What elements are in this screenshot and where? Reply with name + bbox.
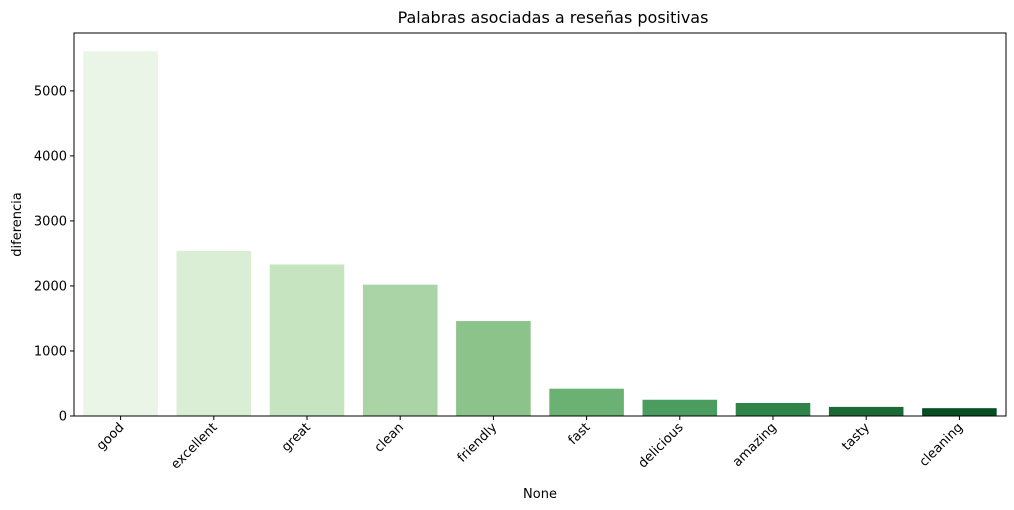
x-tick-label: amazing: [730, 420, 780, 470]
bars-group: [83, 51, 997, 417]
x-tick-label: great: [279, 420, 314, 455]
chart-title: Palabras asociadas a reseñas positivas: [398, 8, 709, 27]
y-tick-label: 5000: [34, 84, 67, 99]
x-tick-label: friendly: [455, 420, 501, 466]
y-tick-label: 1000: [34, 344, 67, 359]
x-tick-label: good: [94, 420, 128, 454]
y-axis: 0 1000 2000 3000 4000 5000: [34, 84, 74, 425]
bar-cleaning: [922, 408, 997, 416]
bar-friendly: [456, 321, 531, 416]
y-tick-label: 2000: [34, 279, 67, 294]
y-tick-label: 4000: [34, 149, 67, 164]
bar-excellent: [176, 250, 252, 416]
bar-tasty: [828, 406, 904, 416]
x-tick-label: tasty: [839, 420, 873, 454]
y-axis-label: diferencia: [10, 192, 25, 256]
x-axis-label: None: [523, 487, 557, 502]
plot-frame: [73, 32, 1007, 417]
x-axis: good excellent great clean friendly fast delic…: [94, 416, 966, 473]
bar-great: [269, 264, 345, 416]
bar-clean: [362, 284, 438, 416]
x-tick-label: cleaning: [917, 420, 967, 470]
x-tick-label: fast: [566, 420, 594, 448]
x-tick-label: clean: [372, 420, 407, 455]
x-tick-label: excellent: [168, 420, 220, 472]
y-tick-label: 3000: [34, 214, 67, 229]
bar-fast: [549, 388, 624, 416]
bar-good: [83, 51, 158, 417]
y-tick-label: 0: [59, 410, 67, 425]
bar-amazing: [735, 402, 811, 416]
x-tick-label: delicious: [636, 420, 687, 471]
bar-delicious: [642, 399, 718, 416]
